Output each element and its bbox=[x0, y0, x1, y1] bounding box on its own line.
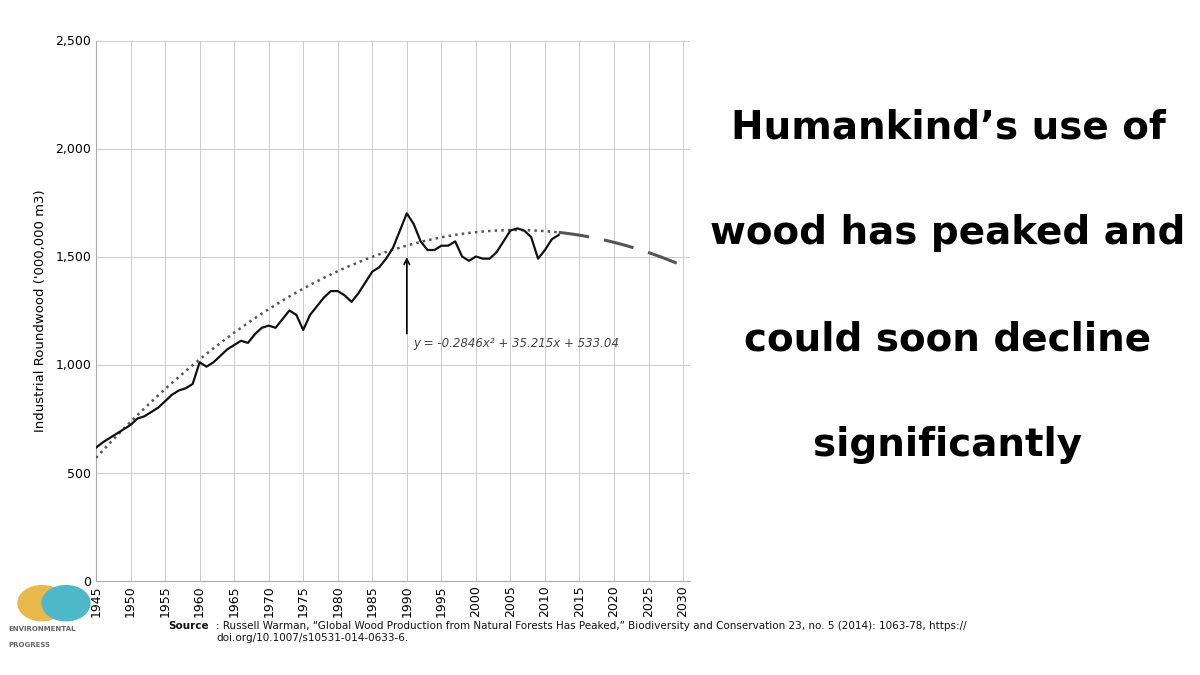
Text: ENVIRONMENTAL: ENVIRONMENTAL bbox=[8, 626, 76, 632]
Circle shape bbox=[42, 586, 90, 621]
Text: Humankind’s use of

wood has peaked and

could soon decline

significantly: Humankind’s use of wood has peaked and c… bbox=[710, 109, 1186, 464]
Text: : Russell Warman, “Global Wood Production from Natural Forests Has Peaked,” Biod: : Russell Warman, “Global Wood Productio… bbox=[216, 621, 967, 643]
Circle shape bbox=[18, 586, 66, 621]
Text: Source: Source bbox=[168, 621, 209, 631]
Text: y = -0.2846x² + 35.215x + 533.04: y = -0.2846x² + 35.215x + 533.04 bbox=[414, 338, 619, 350]
Text: PROGRESS: PROGRESS bbox=[8, 642, 50, 648]
Y-axis label: Industrial Roundwood ('000,000 m3): Industrial Roundwood ('000,000 m3) bbox=[34, 189, 47, 432]
